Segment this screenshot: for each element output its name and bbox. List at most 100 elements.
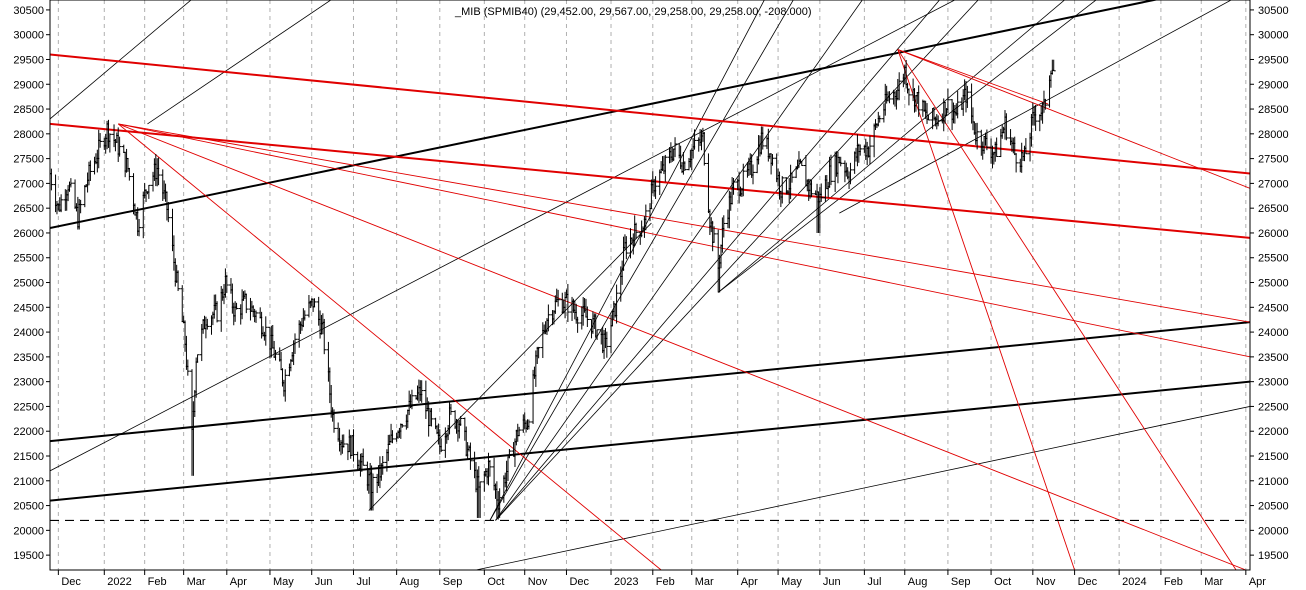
y-tick-label-right-16: 27500 [1258,154,1289,166]
y-tick-label-left-0: 19500 [13,550,44,562]
x-tick-label-21: Sep [951,576,971,588]
x-tick-label-27: Mar [1204,576,1223,588]
x-axis: Dec 2022 Feb Mar Apr May Jun Jul Aug Sep Oct Nov Dec… [57,570,1266,588]
y-tick-label-left-13: 26000 [13,228,44,240]
y-tick-label-right-3: 21000 [1258,476,1289,488]
trendline-black-13 [717,0,1066,293]
trendline-black-15 [839,0,1232,214]
y-tick-label-right-4: 21500 [1258,451,1289,463]
x-tick-label-13: 2023 [614,576,638,588]
x-tick-label-1: 2022 [107,576,131,588]
x-tick-label-15: Mar [695,576,714,588]
trendline-black-1 [50,321,1250,443]
trendline-red-19 [117,123,662,570]
x-tick-label-10: Oct [487,576,504,588]
trendline-red-22 [897,49,1076,570]
y-tick-label-right-19: 29000 [1258,79,1289,91]
trendline-red-21 [118,123,1250,323]
trendline-red-23 [897,49,1237,570]
x-tick-label-20: Aug [908,576,928,588]
y-axis-right: 19500 20000 20500 21000 21500 22000 22500 23000… [1250,5,1289,562]
x-tick-label-16: Apr [741,576,758,588]
y-tick-label-left-5: 22000 [13,426,44,438]
y-tick-label-left-7: 23000 [13,377,44,389]
y-tick-label-right-13: 26000 [1258,228,1289,240]
y-tick-label-right-9: 24000 [1258,327,1289,339]
y-axis-left: 19500 20000 20500 21000 21500 22000 22500 23000… [13,5,50,562]
x-tick-label-9: Sep [443,576,463,588]
y-tick-label-right-22: 30500 [1258,5,1289,17]
trendline-black-14 [717,0,1097,293]
y-tick-label-left-1: 20000 [13,525,44,537]
x-tick-label-7: Jul [356,576,370,588]
trendline-black-7 [368,222,652,511]
trendline-red-16 [50,53,1250,175]
price-bars [50,59,1056,520]
y-tick-label-left-14: 26500 [13,203,44,215]
x-tick-label-2: Feb [148,576,167,588]
vertical-grid [57,0,1247,570]
y-tick-label-left-2: 20500 [13,501,44,513]
x-tick-label-0: Dec [61,576,81,588]
x-tick-label-5: May [273,576,294,588]
y-tick-label-right-11: 25000 [1258,278,1289,290]
trendlines [50,0,1250,570]
trendline-black-5 [50,0,192,120]
y-tick-label-left-9: 24000 [13,327,44,339]
trendline-black-2 [50,380,1250,502]
x-tick-label-25: 2024 [1122,576,1146,588]
x-tick-label-28: Apr [1249,576,1266,588]
trendline-red-25 [897,49,1049,105]
x-tick-label-3: Mar [187,576,206,588]
y-tick-label-right-8: 23500 [1258,352,1289,364]
y-tick-label-left-10: 24500 [13,302,44,314]
y-tick-label-right-15: 27000 [1258,178,1289,190]
x-tick-label-8: Aug [400,576,420,588]
x-tick-label-4: Apr [230,576,247,588]
y-tick-label-left-12: 25500 [13,253,44,265]
y-tick-label-left-18: 28500 [13,104,44,116]
y-tick-label-left-11: 25000 [13,278,44,290]
trendline-red-20 [118,123,1246,570]
y-tick-label-left-19: 29000 [13,79,44,91]
x-tick-label-11: Nov [528,576,548,588]
x-tick-label-6: Jun [315,576,333,588]
x-tick-label-19: Jul [867,576,881,588]
y-tick-label-left-8: 23500 [13,352,44,364]
y-tick-label-right-6: 22500 [1258,401,1289,413]
trendline-black-9 [489,0,794,521]
trendline-red-24 [897,49,1250,189]
y-tick-label-right-10: 24500 [1258,302,1289,314]
x-tick-label-23: Nov [1036,576,1056,588]
y-tick-label-right-21: 30000 [1258,30,1289,42]
trendline-black-3 [475,406,1250,570]
y-tick-label-right-5: 22000 [1258,426,1289,438]
trendline-black-10 [495,0,863,521]
x-tick-label-14: Feb [656,576,675,588]
x-tick-label-24: Dec [1078,576,1098,588]
trendline-black-0 [50,0,1159,229]
y-tick-label-right-17: 28000 [1258,129,1289,141]
y-tick-label-left-22: 30500 [13,5,44,17]
y-tick-label-left-16: 27500 [13,154,44,166]
x-tick-label-26: Feb [1164,576,1183,588]
trendline-black-4 [50,0,956,472]
trendline-red-18 [118,123,1250,358]
y-tick-label-left-6: 22500 [13,401,44,413]
x-tick-label-18: Jun [823,576,841,588]
y-tick-label-right-1: 20000 [1258,525,1289,537]
y-tick-label-left-3: 21000 [13,476,44,488]
trendline-red-17 [50,122,1250,239]
y-tick-label-right-2: 20500 [1258,501,1289,513]
x-tick-label-17: May [781,576,802,588]
trendline-black-6 [147,0,332,125]
x-tick-label-12: Dec [569,576,589,588]
y-tick-label-right-12: 25500 [1258,253,1289,265]
y-tick-label-right-18: 28500 [1258,104,1289,116]
y-tick-label-left-21: 30000 [13,30,44,42]
plot-frame [49,0,1251,571]
y-tick-label-left-20: 29500 [13,54,44,66]
chart-title: _MIB (SPMIB40) (29,452.00, 29,567.00, 29… [454,6,812,18]
x-tick-label-22: Oct [994,576,1011,588]
